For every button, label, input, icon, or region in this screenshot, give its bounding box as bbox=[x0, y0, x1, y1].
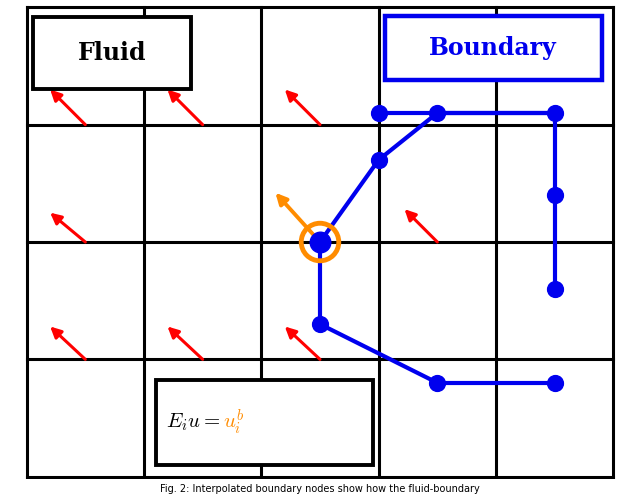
Point bbox=[550, 379, 560, 387]
Text: $E_i u = $: $E_i u = $ bbox=[166, 412, 220, 434]
Point bbox=[432, 109, 442, 117]
Point bbox=[550, 191, 560, 199]
Text: Fig. 2: Interpolated boundary nodes show how the fluid-boundary: Fig. 2: Interpolated boundary nodes show… bbox=[160, 484, 480, 494]
FancyBboxPatch shape bbox=[33, 17, 191, 89]
Point bbox=[374, 156, 384, 164]
Text: $u_i^b$: $u_i^b$ bbox=[223, 408, 244, 438]
Text: Boundary: Boundary bbox=[429, 36, 556, 60]
Point bbox=[550, 109, 560, 117]
Point bbox=[432, 379, 442, 387]
Point bbox=[550, 285, 560, 293]
Point bbox=[374, 109, 384, 117]
Text: Fluid: Fluid bbox=[78, 41, 147, 65]
FancyBboxPatch shape bbox=[385, 15, 602, 80]
Point bbox=[315, 320, 325, 328]
FancyBboxPatch shape bbox=[156, 380, 373, 465]
Point bbox=[315, 238, 325, 246]
